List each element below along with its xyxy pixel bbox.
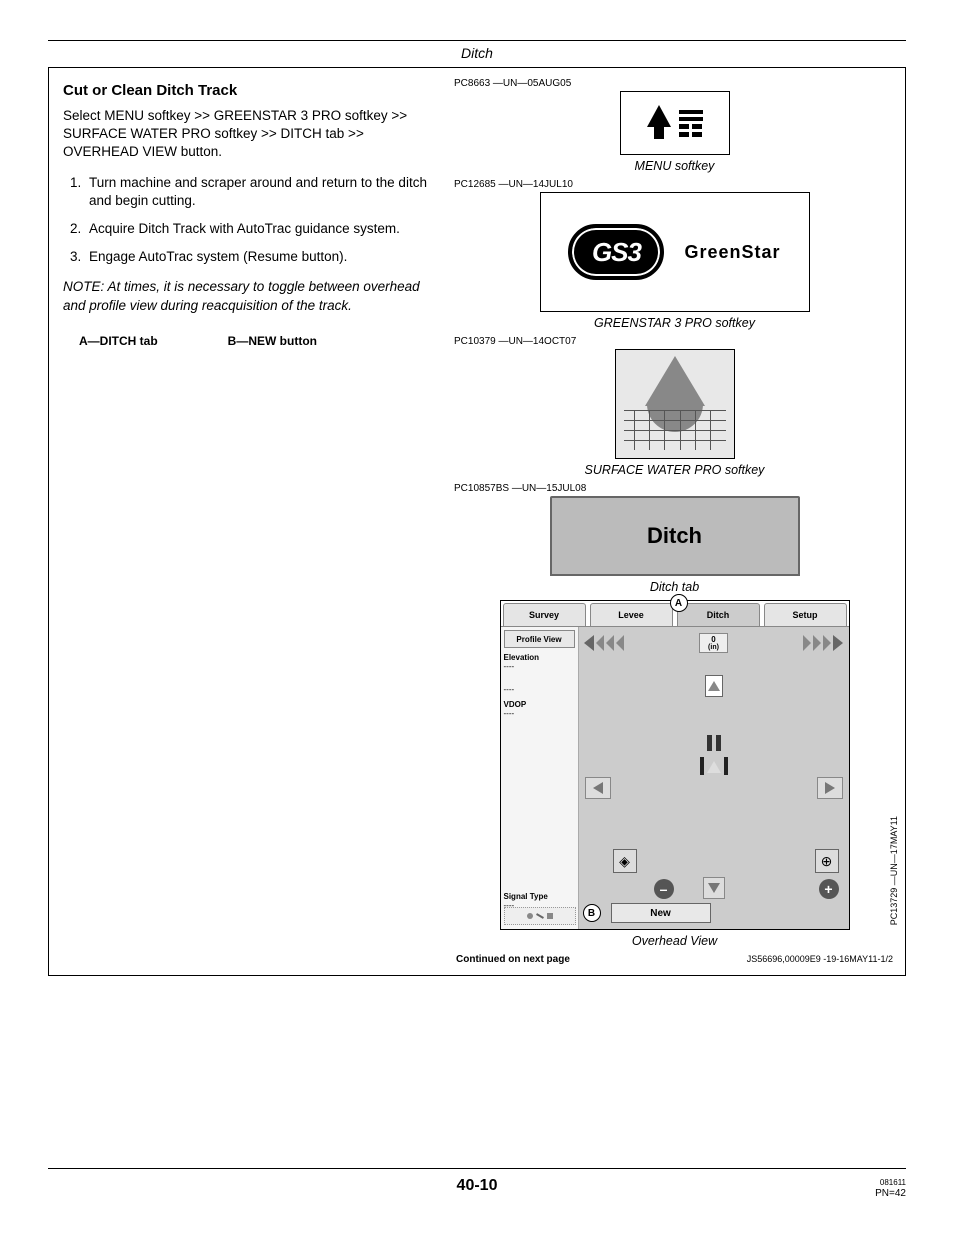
- tab-ditch[interactable]: A Ditch: [677, 603, 760, 626]
- note-label: NOTE:: [63, 279, 104, 294]
- fig5-sidebar: Profile View Elevation ---- ---- VDOP --…: [501, 627, 579, 929]
- layers-icon[interactable]: ◈: [613, 849, 637, 873]
- legend-a: A—DITCH tab: [79, 334, 158, 348]
- fig5-tabs: Survey Levee A Ditch Setup: [501, 601, 849, 627]
- left-column: Cut or Clean Ditch Track Select MENU sof…: [49, 68, 444, 975]
- center-icon[interactable]: ⊕: [815, 849, 839, 873]
- tab-survey[interactable]: Survey: [503, 603, 586, 626]
- fig4-ditch-tab: Ditch: [550, 496, 800, 576]
- fig5-caption: Overhead View: [454, 934, 895, 948]
- footer-pn: PN=42: [875, 1188, 906, 1199]
- chevron-left-icon[interactable]: [606, 635, 614, 651]
- grid-icon: [624, 410, 726, 450]
- vdop-value: ----: [504, 709, 575, 718]
- fig5-overhead-view: Survey Levee A Ditch Setup Profile View …: [500, 600, 850, 930]
- down-arrow-button[interactable]: [703, 877, 725, 899]
- fig2-greenstar: GS3 GreenStar: [540, 192, 810, 312]
- fig4-wrap: Ditch: [550, 496, 800, 576]
- callout-b: B: [583, 904, 601, 922]
- right-arrow-button[interactable]: [817, 777, 843, 799]
- legend: A—DITCH tab B—NEW button: [79, 334, 433, 348]
- zoom-in-button[interactable]: +: [819, 879, 839, 899]
- bottom-controls: ◈ ⊕ – +: [583, 849, 845, 899]
- tab-levee[interactable]: Levee: [590, 603, 673, 626]
- page: Ditch Cut or Clean Ditch Track Select ME…: [0, 0, 954, 1235]
- right-inner: PC8663 —UN—05AUG05 MENU softkey PC12685 …: [454, 78, 895, 965]
- chevron-left-icon[interactable]: [596, 635, 604, 651]
- steps-list: Turn machine and scraper around and retu…: [85, 174, 433, 267]
- record-row: B New: [579, 901, 849, 925]
- right-column: PC8663 —UN—05AUG05 MENU softkey PC12685 …: [444, 68, 905, 975]
- nav-center-value: 0 (in): [699, 633, 728, 653]
- left-arrow-button[interactable]: [585, 777, 611, 799]
- callout-a: A: [670, 594, 688, 612]
- fig2-code: PC12685 —UN—14JUL10: [454, 179, 895, 190]
- vdop-label: VDOP: [504, 700, 575, 709]
- gs3-badge: GS3: [568, 224, 664, 280]
- step-1: Turn machine and scraper around and retu…: [85, 174, 433, 210]
- fig2-caption: GREENSTAR 3 PRO softkey: [454, 316, 895, 330]
- fig1-code: PC8663 —UN—05AUG05: [454, 78, 895, 89]
- profile-view-button[interactable]: Profile View: [504, 630, 575, 648]
- doc-code: JS56696,00009E9 -19-16MAY11-1/2: [747, 954, 893, 965]
- nav-row: 0 (in): [583, 631, 845, 655]
- footer: 40-10 081611 PN=42: [48, 1168, 906, 1199]
- fig3-caption: SURFACE WATER PRO softkey: [454, 463, 895, 477]
- chevron-right-icon[interactable]: [833, 635, 843, 651]
- machine-marker-icon: [697, 757, 731, 775]
- footer-right: 081611 PN=42: [875, 1177, 906, 1199]
- fig5-main: 0 (in): [579, 627, 849, 929]
- continued-row: Continued on next page JS56696,00009E9 -…: [454, 954, 895, 965]
- legend-b: B—NEW button: [228, 334, 317, 348]
- fig5-side-code: PC13729 —UN—17MAY11: [889, 816, 899, 925]
- fig5-body: Profile View Elevation ---- ---- VDOP --…: [501, 627, 849, 929]
- elevation-label: Elevation: [504, 653, 575, 662]
- signal-type-label: Signal Type: [504, 892, 575, 901]
- chevron-left-icon[interactable]: [584, 635, 594, 651]
- continued-label: Continued on next page: [456, 954, 570, 965]
- new-button[interactable]: New: [611, 903, 711, 923]
- note-body: At times, it is necessary to toggle betw…: [63, 279, 420, 314]
- fig1-menu-softkey: [620, 91, 730, 155]
- fig3-code: PC10379 —UN—14OCT07: [454, 336, 895, 347]
- chevron-left-icon[interactable]: [616, 635, 624, 651]
- chevron-right-icon[interactable]: [803, 635, 811, 651]
- pause-icon: [707, 735, 721, 751]
- footer-date: 081611: [880, 1178, 906, 1187]
- note: NOTE: At times, it is necessary to toggl…: [63, 277, 433, 316]
- intro-text: Select MENU softkey >> GREENSTAR 3 PRO s…: [63, 107, 433, 162]
- chevron-right-icon[interactable]: [823, 635, 831, 651]
- tab-ditch-label: Ditch: [707, 610, 730, 620]
- section-title: Cut or Clean Ditch Track: [63, 82, 433, 99]
- header-title: Ditch: [48, 41, 906, 67]
- fig1-caption: MENU softkey: [454, 159, 895, 173]
- fig4-code: PC10857BS —UN—15JUL08: [454, 483, 895, 494]
- fig4-caption: Ditch tab: [454, 580, 895, 594]
- tab-setup[interactable]: Setup: [764, 603, 847, 626]
- greenstar-label: GreenStar: [684, 242, 780, 263]
- fig3-surface-water: [615, 349, 735, 459]
- up-arrow-button[interactable]: [705, 675, 723, 697]
- zoom-out-button[interactable]: –: [654, 879, 674, 899]
- page-number: 40-10: [457, 1177, 498, 1195]
- arrow-up-icon: [647, 105, 671, 127]
- step-2: Acquire Ditch Track with AutoTrac guidan…: [85, 220, 433, 238]
- ditch-tab-text: Ditch: [647, 523, 702, 549]
- elevation-value: ----: [504, 662, 575, 671]
- menu-lines-icon: [679, 110, 703, 137]
- step-3: Engage AutoTrac system (Resume button).: [85, 248, 433, 266]
- chevron-right-icon[interactable]: [813, 635, 821, 651]
- bottom-toolbar-icon: [504, 907, 576, 925]
- water-drop-icon: [645, 356, 705, 406]
- content-frame: Cut or Clean Ditch Track Select MENU sof…: [48, 68, 906, 976]
- blank-value: ----: [504, 685, 575, 694]
